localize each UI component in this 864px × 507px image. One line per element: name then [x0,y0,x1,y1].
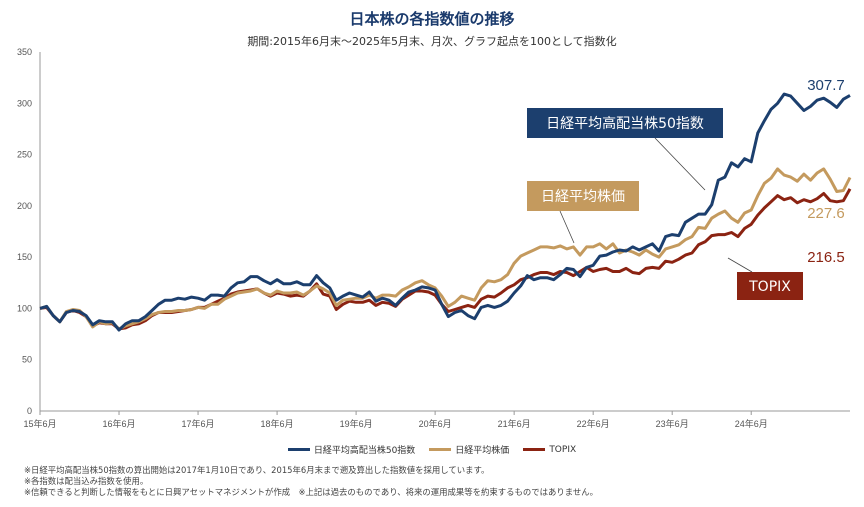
y-tick-label: 250 [17,150,32,160]
series-line-high-dividend [39,92,851,332]
y-tick-label: 200 [17,201,32,211]
x-tick-label: 24年6月 [735,418,768,429]
x-tick-label: 20年6月 [419,418,452,429]
legend-label-high-dividend: 日経平均高配当株50指数 [313,446,416,456]
callout-label-nikkei: 日経平均株価 [541,189,625,205]
x-tick-label: 15年6月 [23,418,56,429]
callout-leader-topix [727,257,753,273]
callout-leader-high-dividend [654,137,706,191]
x-tick-label: 17年6月 [182,418,215,429]
callout-box-high-dividend [527,108,723,138]
end-value-label-nikkei: 227.6 [807,205,845,222]
y-tick-label: 300 [17,98,32,108]
legend-swatch-nikkei [429,448,452,451]
x-tick-label: 21年6月 [498,418,531,429]
footnotes: ※日経平均高配当株50指数の算出開始は2017年1月10日であり、2015年6月… [24,465,598,498]
x-tick-label: 16年6月 [103,418,136,429]
series-line-nikkei [39,167,852,331]
footnote-1: ※日経平均高配当株50指数の算出開始は2017年1月10日であり、2015年6月… [24,465,490,475]
chart-title: 日本株の各指数値の推移 [349,10,515,28]
callout-box-nikkei [527,181,639,211]
chart-legend: 日経平均高配当株50指数 日経平均株価 TOPIX [0,443,864,456]
legend-item-topix: TOPIX [523,443,576,456]
x-tick-label: 23年6月 [656,418,689,429]
x-tick-label: 18年6月 [261,418,294,429]
x-tick-label: 19年6月 [340,418,373,429]
legend-label-nikkei: 日経平均株価 [455,446,510,456]
y-tick-label: 0 [27,406,32,416]
legend-swatch-high-dividend [287,448,310,451]
y-tick-label: 50 [22,355,32,365]
end-value-label-high-dividend: 307.7 [807,77,845,94]
callout-label-high-dividend: 日経平均高配当株50指数 [546,115,704,132]
callout-leader-nikkei [559,210,575,244]
y-tick-label: 150 [17,252,32,262]
chart-subtitle: 期間:2015年6月末～2025年5月末、月次、グラフ起点を100として指数化 [247,35,617,48]
end-value-label-topix: 216.5 [807,249,845,266]
legend-swatch-topix [523,448,546,451]
footnote-2: ※各指数は配当込み指数を使用。 [24,476,149,486]
callout-label-topix: TOPIX [748,279,791,295]
y-tick-label: 100 [17,303,32,313]
legend-label-topix: TOPIX [549,444,577,455]
footnote-3: ※信頼できると判断した情報をもとに日興アセットマネジメントが作成 ※上記は過去の… [24,487,598,497]
y-tick-label: 350 [17,47,32,57]
x-tick-label: 22年6月 [577,418,610,429]
legend-item-high-dividend: 日経平均高配当株50指数 [287,443,416,456]
legend-item-nikkei: 日経平均株価 [429,443,509,456]
callout-box-topix [737,272,803,300]
